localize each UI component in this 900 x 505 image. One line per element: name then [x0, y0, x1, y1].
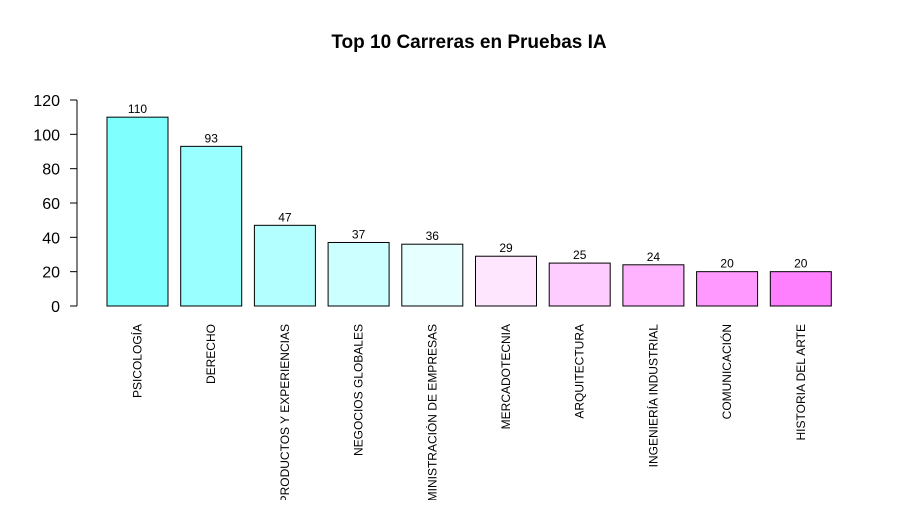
bar [180, 145, 243, 307]
data-label: 47 [278, 210, 292, 224]
data-label: 29 [499, 241, 513, 255]
chart-title: Top 10 Carreras en Pruebas IA [331, 32, 607, 53]
y-tick-label: 80 [42, 162, 60, 179]
bar [696, 271, 759, 307]
category-label: MINISTRACIÓN DE EMPRESAS [424, 324, 439, 500]
bar [401, 243, 464, 307]
y-tick-label: 0 [51, 299, 60, 316]
category-label: PRODUCTOS Y EXPERIENCIAS [278, 324, 292, 500]
data-label: 36 [426, 229, 440, 243]
y-tick-label: 40 [42, 230, 60, 247]
category-label: MERCADOTECNIA [499, 324, 513, 429]
bar [622, 264, 685, 307]
category-label: NEGOCIOS GLOBALES [352, 324, 366, 456]
category-label: HISTORIA DEL ARTE [794, 324, 808, 440]
bars-group [106, 116, 832, 307]
category-label: COMUNICACIÓN [719, 324, 734, 419]
data-label: 20 [794, 257, 808, 271]
category-label: PSICOLOGÍA [130, 324, 145, 398]
bar [327, 241, 390, 307]
y-tick-label: 20 [42, 265, 60, 282]
y-tick-label: 120 [33, 93, 60, 110]
data-label: 110 [128, 102, 147, 116]
bar [106, 116, 169, 307]
y-tick-label: 60 [42, 196, 60, 213]
category-label: INGENIERÍA INDUSTRIAL [645, 324, 660, 468]
data-label: 37 [352, 227, 366, 241]
data-label: 24 [647, 250, 661, 264]
bar [253, 224, 316, 307]
data-label: 93 [205, 131, 219, 145]
category-label: DERECHO [204, 324, 218, 384]
data-label: 20 [720, 257, 734, 271]
y-axis: 0 20 40 60 80 100 120 [33, 93, 78, 316]
bar [475, 255, 537, 307]
category-labels-group: PSICOLOGÍA DERECHO PRODUCTOS Y EXPERIENCIA… [130, 324, 808, 504]
data-label: 25 [573, 248, 587, 262]
category-label: ARQUITECTURA [573, 324, 587, 419]
bar [548, 262, 611, 307]
y-tick-label: 100 [33, 127, 60, 144]
value-labels-group: 110 93 47 37 36 29 25 24 20 20 [128, 102, 808, 271]
bar [769, 271, 832, 307]
